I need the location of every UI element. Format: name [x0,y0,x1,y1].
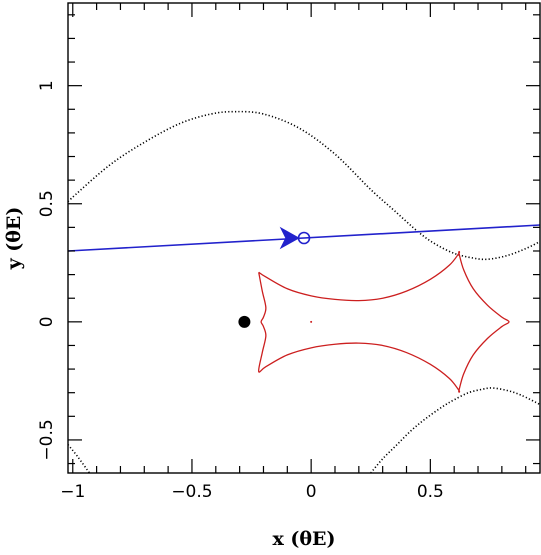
x-tick-label: 0.5 [417,482,444,502]
y-tick-label: 0 [37,316,57,327]
direction-arrow-icon [279,226,300,250]
x-tick-label: −0.5 [171,482,212,502]
source-trajectory-line [68,224,540,252]
critical-curve-lower-left-line [68,444,91,473]
y-tick-label: −0.5 [37,419,57,460]
critical-curve-upper-line [68,110,540,261]
y-tick-label: 0.5 [37,190,57,217]
lens-primary-marker [238,315,251,328]
ticks-layer [68,3,540,473]
tick-labels-layer: −1 −0.5 0 0.5 −0.5 0 0.5 1 [37,80,444,502]
x-tick-label: 0 [306,482,317,502]
curves-layer [68,110,540,473]
caustic-line [257,250,510,393]
x-tick-label: −1 [60,482,85,502]
x-axis-label: x (θE) [272,528,335,550]
markers-layer [238,226,313,328]
plot-frame [67,2,541,474]
y-axis-label: y (θE) [3,207,25,271]
y-tick-label: 1 [37,80,57,91]
lens-secondary-marker [310,320,313,323]
